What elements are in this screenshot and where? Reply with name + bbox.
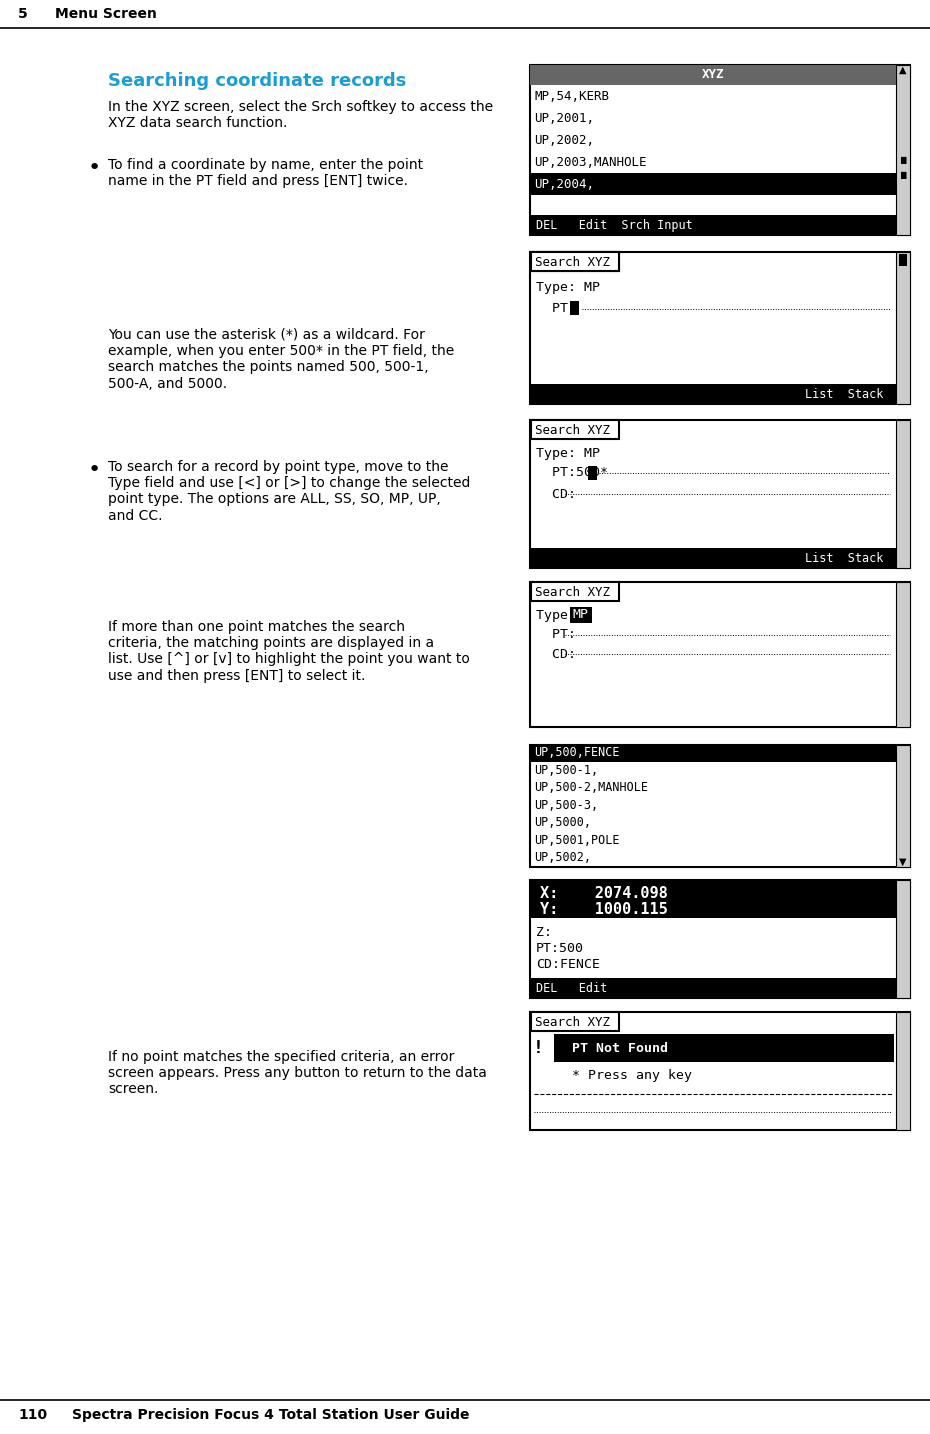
Bar	[530, 252, 910, 404]
Text: UP,2001,: UP,2001,	[534, 112, 594, 125]
Text: CD:: CD:	[536, 648, 576, 661]
Text: PT:: PT:	[536, 628, 576, 641]
Text: Search XYZ: Search XYZ	[535, 255, 610, 268]
Bar	[531, 252, 619, 271]
Text: UP,500-2,MANHOLE: UP,500-2,MANHOLE	[534, 782, 648, 794]
Bar	[896, 252, 910, 404]
Bar	[896, 420, 910, 568]
Text: 5: 5	[18, 7, 28, 22]
Text: 110: 110	[18, 1408, 47, 1423]
Text: Search XYZ: Search XYZ	[535, 585, 610, 598]
Bar	[531, 582, 619, 601]
Bar	[530, 1012, 910, 1130]
Text: Search XYZ: Search XYZ	[535, 1015, 610, 1028]
Text: Z:: Z:	[536, 925, 552, 938]
Bar	[530, 215, 896, 235]
Text: !: !	[533, 1040, 543, 1057]
Text: UP,500,FENCE: UP,500,FENCE	[534, 747, 619, 760]
Bar	[896, 746, 910, 868]
Text: CD:: CD:	[536, 488, 576, 500]
Bar	[530, 548, 896, 568]
Text: * Press any key: * Press any key	[556, 1070, 692, 1083]
Text: To search for a record by point type, move to the
Type field and use [<] or [>] : To search for a record by point type, mo…	[108, 460, 471, 522]
Text: If no point matches the specified criteria, an error
screen appears. Press any b: If no point matches the specified criter…	[108, 1050, 487, 1097]
Text: Menu Screen: Menu Screen	[55, 7, 157, 22]
Text: List  Stack: List Stack	[805, 552, 884, 565]
Bar	[896, 880, 910, 998]
Text: Type:: Type:	[536, 608, 584, 621]
Bar	[896, 582, 910, 727]
Text: █: █	[900, 156, 906, 163]
Bar	[530, 65, 910, 235]
Text: List  Stack: List Stack	[805, 387, 884, 400]
Bar	[530, 582, 910, 727]
Bar	[531, 420, 619, 439]
Bar	[896, 1012, 910, 1130]
Text: UP,2003,MANHOLE: UP,2003,MANHOLE	[534, 155, 646, 169]
Text: MP: MP	[572, 608, 588, 621]
Text: Search XYZ: Search XYZ	[535, 423, 610, 436]
Text: If more than one point matches the search
criteria, the matching points are disp: If more than one point matches the searc…	[108, 619, 470, 683]
Bar	[530, 384, 896, 404]
Text: DEL   Edit  Srch Input: DEL Edit Srch Input	[536, 218, 693, 231]
Bar	[530, 174, 896, 195]
Text: Searching coordinate records: Searching coordinate records	[108, 72, 406, 90]
Text: PT:500*: PT:500*	[536, 466, 608, 479]
Text: X:    2074.098: X: 2074.098	[540, 886, 668, 901]
Text: •: •	[88, 158, 101, 178]
Bar	[532, 1034, 894, 1063]
Text: UP,500-3,: UP,500-3,	[534, 799, 598, 812]
Text: UP,2004,: UP,2004,	[534, 178, 594, 191]
Text: ▼: ▼	[899, 858, 907, 868]
Text: █: █	[900, 172, 906, 179]
Bar	[530, 880, 910, 998]
Text: •: •	[88, 460, 101, 480]
Text: UP,500-1,: UP,500-1,	[534, 764, 598, 777]
Text: In the XYZ screen, select the Srch softkey to access the
XYZ data search functio: In the XYZ screen, select the Srch softk…	[108, 100, 493, 130]
Text: Type: MP: Type: MP	[536, 446, 600, 459]
Bar	[531, 252, 619, 271]
Bar	[531, 1012, 619, 1031]
Bar	[530, 746, 896, 763]
Text: UP,5001,POLE: UP,5001,POLE	[534, 833, 619, 846]
Bar	[570, 301, 579, 315]
Text: XYZ: XYZ	[702, 69, 724, 82]
Text: 1: 1	[899, 255, 907, 265]
Text: Y:    1000.115: Y: 1000.115	[540, 902, 668, 918]
Text: UP,5000,: UP,5000,	[534, 816, 591, 829]
Text: MP,54,KERB: MP,54,KERB	[534, 89, 609, 102]
Text: CD:FENCE: CD:FENCE	[536, 958, 600, 971]
Text: UP,5002,: UP,5002,	[534, 850, 591, 865]
Text: ▲: ▲	[899, 65, 907, 75]
Bar	[530, 746, 910, 868]
Text: PT Not Found: PT Not Found	[556, 1041, 668, 1054]
Text: Type: MP: Type: MP	[536, 281, 600, 294]
Bar	[532, 1034, 554, 1063]
Bar	[570, 607, 592, 622]
Text: PT:: PT:	[536, 303, 584, 315]
Text: You can use the asterisk (*) as a wildcard. For
example, when you enter 500* in : You can use the asterisk (*) as a wildca…	[108, 328, 454, 390]
Bar	[896, 65, 910, 235]
Bar	[530, 65, 896, 85]
Bar	[530, 978, 896, 998]
Bar	[530, 420, 910, 568]
Bar	[530, 880, 896, 918]
Bar	[588, 466, 597, 480]
Text: PT:500: PT:500	[536, 942, 584, 955]
Text: To find a coordinate by name, enter the point
name in the PT field and press [EN: To find a coordinate by name, enter the …	[108, 158, 423, 188]
Text: DEL   Edit: DEL Edit	[536, 981, 607, 995]
Text: Spectra Precision Focus 4 Total Station User Guide: Spectra Precision Focus 4 Total Station …	[72, 1408, 470, 1423]
Text: UP,2002,: UP,2002,	[534, 133, 594, 146]
